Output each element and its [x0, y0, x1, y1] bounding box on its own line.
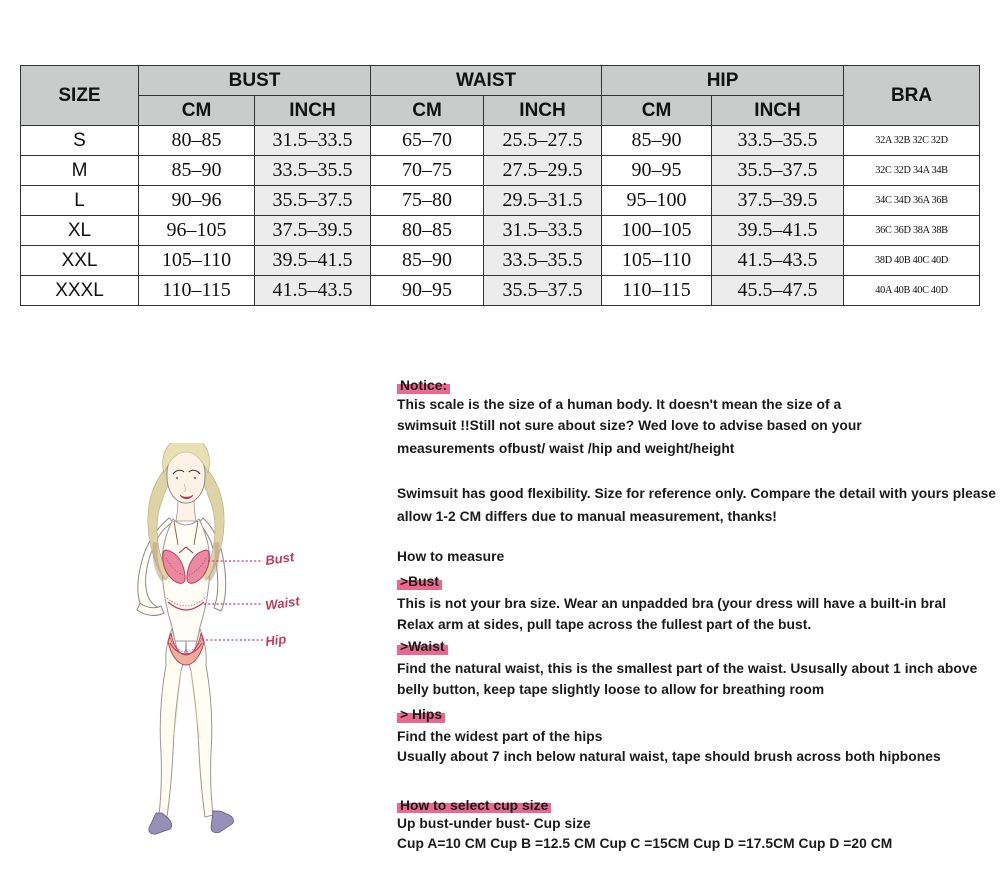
svg-text:Hip: Hip: [264, 631, 287, 649]
svg-text:Bust: Bust: [264, 549, 295, 568]
svg-text:Waist: Waist: [264, 593, 301, 613]
